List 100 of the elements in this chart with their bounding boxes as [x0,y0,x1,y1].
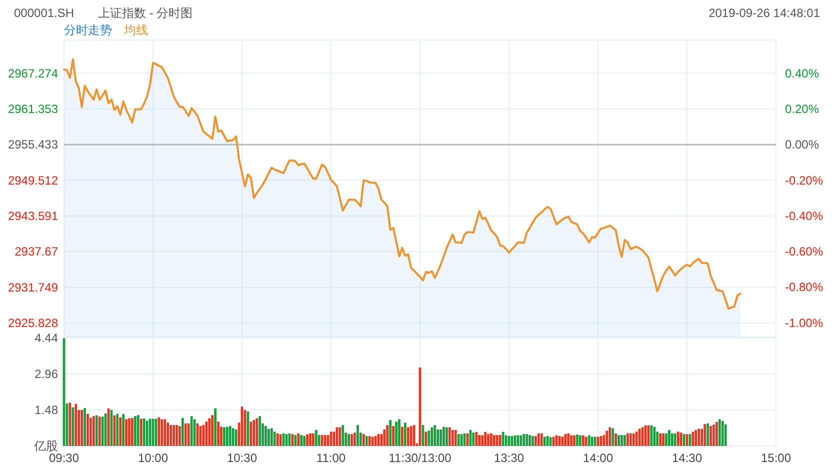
bar [223,427,226,446]
x-tick-label: 09:30 [48,451,80,465]
bar [178,426,181,446]
bar [718,419,721,446]
bar [670,433,674,446]
bar [490,433,492,446]
bar [202,425,205,446]
bar [324,435,326,446]
bar [258,416,261,446]
bar [694,430,698,446]
bar [228,426,232,446]
bar [635,432,638,446]
bar [475,432,478,446]
bar [386,425,389,446]
bar [392,426,394,446]
bar [612,428,614,446]
bar [398,419,400,446]
bar [211,415,214,446]
bar [256,418,258,446]
bar [584,436,588,446]
y-tick-label: 4.44 [34,331,58,345]
y-tick-label: 2943.591 [8,208,58,223]
bar [314,430,318,446]
bar [246,411,250,446]
bar [534,436,537,446]
bar [606,430,608,446]
bar [440,429,442,446]
bar [164,419,166,446]
bar [451,430,454,446]
bar [430,427,434,446]
text: 2019-09-26 14:48:01 [708,6,820,20]
bar [312,433,314,446]
bar [320,435,324,446]
bar [537,433,540,446]
bar [665,433,668,446]
bar [95,415,98,446]
y2-tick-label: -0.80% [785,280,824,294]
bar [270,428,273,446]
bar [383,429,386,446]
bar [176,425,178,446]
bar [570,435,572,446]
bar [412,425,416,446]
bar [252,420,256,446]
series-label: 分时走势 [64,23,112,37]
bar [166,422,170,446]
bar [632,433,635,446]
bar [626,433,629,446]
y-tick-label: 2.96 [34,367,58,381]
bar [142,418,146,446]
bar [128,418,130,446]
bar [68,402,72,446]
bar [496,435,498,446]
text: 均线 [123,23,148,37]
bar [217,422,220,446]
bar [184,423,187,446]
bar [205,422,208,446]
bar [276,433,279,446]
bar [134,416,136,446]
bar [428,430,430,446]
bar [264,426,267,446]
bar [590,436,594,446]
bar [395,422,398,446]
bar [436,429,439,446]
bar [662,433,664,446]
x-tick-label: 15:00 [760,451,792,465]
bar [309,433,312,446]
bar [279,434,282,446]
bar [698,428,700,446]
bar [92,416,95,446]
bar [187,423,190,446]
bar [561,436,564,446]
bar [629,433,632,446]
bar [101,416,104,446]
bar [342,425,344,446]
bar [404,422,406,446]
bar [564,434,567,446]
bar [98,416,101,446]
bar [113,415,116,446]
bar [208,418,211,446]
bar [472,432,475,446]
bar [704,424,706,446]
bar [457,434,460,446]
bar [350,434,353,446]
bar [676,432,680,446]
bar [72,407,74,446]
y2-tick-label: -1.00% [785,316,824,330]
bar [582,435,584,446]
x-tick-label: 14:30 [672,451,702,465]
bar [303,436,306,446]
bar [294,435,297,446]
y-tick-label: 2961.353 [8,102,58,116]
y2-tick-label: 0.20% [785,102,820,116]
y-tick-label: 1.48 [34,403,58,417]
bar [715,422,718,446]
bar [90,418,92,446]
bar [140,418,142,446]
bar [588,435,590,446]
bar [116,414,119,446]
bar [356,425,359,446]
bar [158,417,160,446]
